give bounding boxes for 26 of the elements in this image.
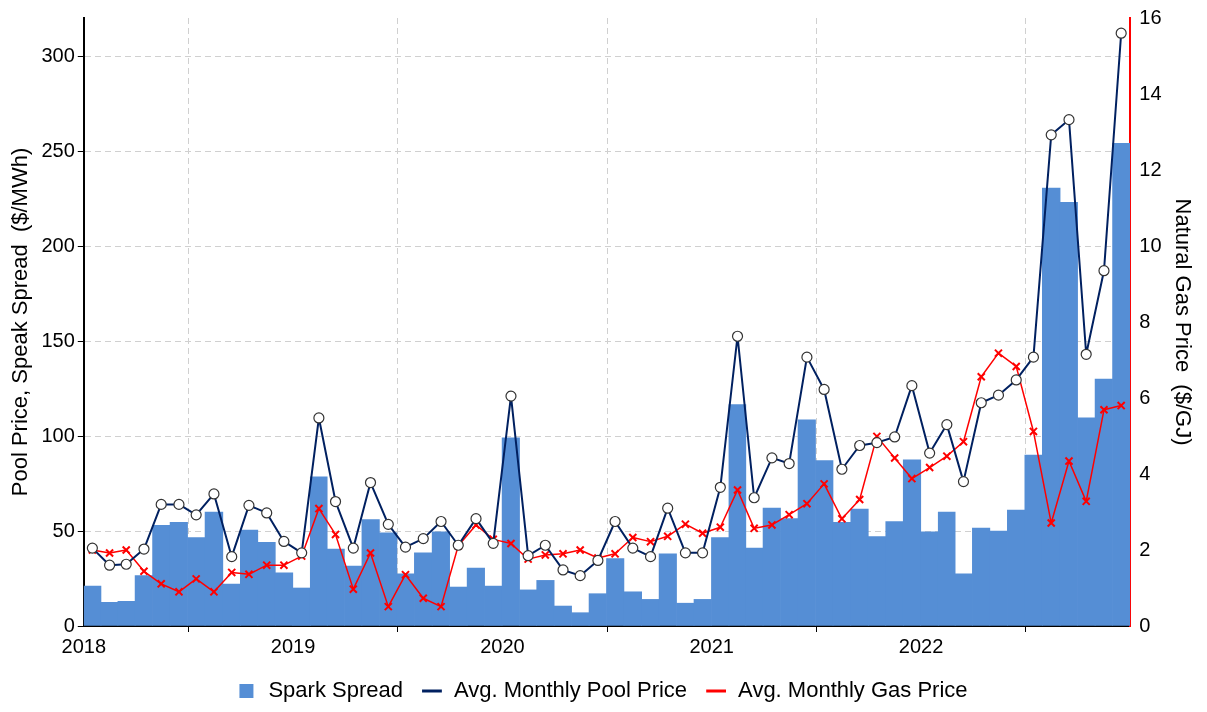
y2-tick-label: 8 <box>1139 309 1151 332</box>
y2-tick-label: 16 <box>1139 5 1162 28</box>
y2-tick-label: 14 <box>1139 81 1162 104</box>
legend-label: Avg. Monthly Pool Price <box>453 677 688 703</box>
y-axis-title: Pool Price, Speak Spread ($/MWh) <box>7 147 33 497</box>
legend-label: Spark Spread <box>268 677 403 703</box>
y2-tick-label: 4 <box>1139 461 1151 484</box>
y2-tick-label: 0 <box>1139 613 1151 636</box>
y-tick-label: 200 <box>41 233 75 256</box>
legend-label: Avg. Monthly Gas Price <box>738 677 968 703</box>
y2-tick-label: 6 <box>1139 385 1151 408</box>
y2-tick-label: 2 <box>1139 537 1151 560</box>
y-tick-label: 250 <box>41 138 75 161</box>
x-tick-label: 2021 <box>689 634 734 657</box>
y-tick-label: 100 <box>41 423 75 446</box>
y-tick-label: 0 <box>63 613 75 636</box>
y-tick-label: 150 <box>41 328 75 351</box>
y-tick-label: 300 <box>41 43 75 66</box>
x-tick-label: 2019 <box>270 634 316 657</box>
x-tick-label: 2018 <box>61 634 107 657</box>
x-tick-label: 2020 <box>480 634 525 657</box>
y-tick-label: 50 <box>52 518 75 541</box>
y2-axis-title: Natural Gas Price ($/GJ) <box>1170 198 1196 446</box>
y2-tick-label: 12 <box>1139 157 1162 180</box>
y2-tick-label: 10 <box>1139 233 1162 256</box>
x-tick-label: 2022 <box>898 634 944 657</box>
